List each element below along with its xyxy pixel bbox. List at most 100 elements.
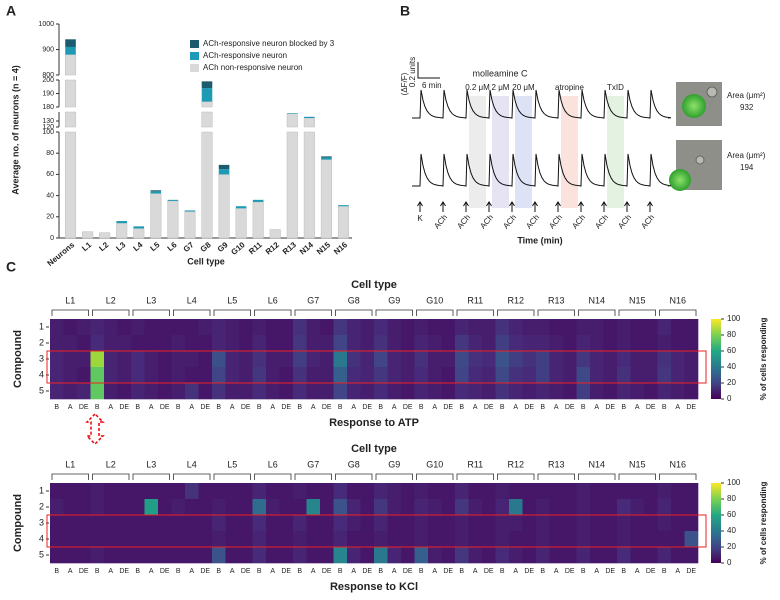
- area-value: 194: [740, 163, 754, 172]
- heatmap-cell: [239, 547, 253, 564]
- heatmap-cell: [387, 547, 402, 564]
- heatmap-cell: [104, 383, 118, 400]
- condition-label: DE: [281, 568, 291, 575]
- heatmap-cell: [252, 367, 267, 384]
- condition-label: DE: [484, 404, 494, 411]
- group-bracket: [335, 309, 373, 316]
- group-label: L1: [65, 459, 75, 469]
- heatmap-cell: [63, 319, 78, 336]
- heatmap-cell: [171, 483, 186, 500]
- x-tick-label: N16: [332, 240, 349, 257]
- group-bracket: [294, 473, 332, 480]
- heatmap-cell: [549, 383, 564, 400]
- heatmap-cell: [509, 351, 523, 368]
- stimulus-arrow: [555, 201, 561, 212]
- heatmap-cell: [77, 515, 91, 532]
- heatmap-cell: [576, 499, 591, 516]
- heatmap-cell: [185, 367, 199, 384]
- heatmap-cell: [198, 547, 213, 564]
- condition-label: A: [554, 568, 559, 575]
- heatmap-cell: [50, 547, 64, 564]
- row-label: 3: [39, 353, 44, 363]
- heatmap-cell: [455, 367, 469, 384]
- condition-label: A: [635, 404, 640, 411]
- bar-segment: [218, 164, 230, 170]
- heatmap-title: Cell type: [351, 279, 397, 291]
- heatmap-cell: [441, 383, 456, 400]
- row-label: 1: [39, 321, 44, 331]
- condition-label: DE: [322, 404, 332, 411]
- condition-label: A: [149, 404, 154, 411]
- group-label: G8: [348, 459, 360, 469]
- heatmap-cell: [522, 515, 537, 532]
- colorbar-tick-label: 0: [727, 394, 732, 403]
- heatmap-cell: [509, 499, 523, 516]
- heatmap-cell: [131, 367, 145, 384]
- heatmap-cell: [90, 483, 105, 500]
- heatmap-cell: [320, 383, 334, 400]
- heatmap-cell: [185, 483, 199, 500]
- heatmap-cell: [158, 499, 172, 516]
- heatmap-cell: [347, 531, 361, 548]
- heatmap-cell: [63, 383, 78, 400]
- heatmap-cell: [104, 351, 118, 368]
- heatmap-cell: [671, 483, 685, 500]
- x-tick-label: L5: [149, 240, 162, 253]
- treatment-title: molleamine C: [472, 68, 528, 78]
- heatmap-cell: [684, 483, 699, 500]
- heatmap-cell: [671, 319, 685, 336]
- condition-label: A: [108, 568, 113, 575]
- group-label: L2: [106, 459, 116, 469]
- heatmap-cell: [576, 319, 591, 336]
- condition-label: B: [216, 568, 221, 575]
- heatmap-cell: [185, 515, 199, 532]
- group-label: R13: [548, 295, 565, 305]
- heatmap-cell: [441, 499, 456, 516]
- heatmap-cell: [279, 319, 294, 336]
- condition-label: A: [635, 568, 640, 575]
- x-tick-label: Neurons: [46, 240, 77, 268]
- comparison-arrow: [85, 412, 105, 446]
- colorbar-label: % of cells responding: [759, 318, 768, 401]
- calcium-trace: [412, 153, 672, 187]
- heatmap-cell: [387, 351, 402, 368]
- heatmap-cell: [468, 547, 483, 564]
- heatmap-cell: [401, 351, 415, 368]
- stimulus-label: ACh: [570, 213, 587, 231]
- group-bracket: [254, 473, 292, 480]
- x-tick-label: N14: [298, 240, 315, 257]
- panel-letter: C: [6, 259, 16, 275]
- condition-label: A: [675, 404, 680, 411]
- group-label: G10: [426, 459, 443, 469]
- heatmap-cell: [549, 499, 564, 516]
- stimulus-label: ACh: [478, 213, 495, 231]
- heatmap-cell: [549, 351, 564, 368]
- heatmap-cell: [360, 319, 375, 336]
- group-bracket: [659, 309, 697, 316]
- heatmap-cell: [522, 367, 537, 384]
- condition-label: A: [311, 568, 316, 575]
- heatmap-cell: [468, 499, 483, 516]
- heatmap-cell: [374, 335, 388, 352]
- heatmap-cell: [360, 547, 375, 564]
- heatmap-cell: [401, 483, 415, 500]
- condition-label: B: [419, 568, 424, 575]
- heatmap-cell: [144, 515, 159, 532]
- colorbar-tick-label: 100: [727, 478, 741, 487]
- heatmap-cell: [455, 319, 469, 336]
- heatmap-cell: [306, 531, 321, 548]
- heatmap-cell: [279, 483, 294, 500]
- stimulus-arrow: [417, 201, 423, 212]
- y-tick-label: 190: [42, 90, 54, 97]
- heatmap-cell: [428, 547, 442, 564]
- condition-label: DE: [160, 404, 170, 411]
- heatmap-cell: [387, 515, 402, 532]
- heatmap-cell: [563, 335, 577, 352]
- group-label: R13: [548, 459, 565, 469]
- heatmap-cell: [252, 483, 267, 500]
- heatmap-cell: [117, 547, 132, 564]
- y-axis-label: Compound: [12, 330, 24, 388]
- heatmap-cell: [644, 499, 658, 516]
- heatmap-cell: [671, 499, 685, 516]
- heatmap-cell: [90, 383, 105, 400]
